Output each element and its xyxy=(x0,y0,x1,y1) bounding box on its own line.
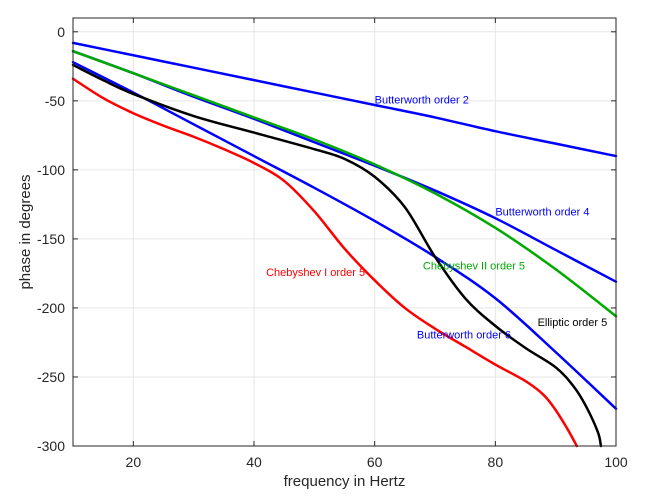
plot-frame xyxy=(72,17,617,447)
series-line-chebyshev-i-order-5 xyxy=(71,77,579,448)
series-line-butterworth-order-2 xyxy=(71,41,618,158)
y-axis-label: phase in degrees xyxy=(17,174,34,289)
plot-area xyxy=(73,18,616,446)
annotation-butterworth-order-6: Butterworth order 6 xyxy=(417,329,511,341)
y-tick-label: -100 xyxy=(37,162,65,178)
series-line-elliptic-order-5 xyxy=(71,63,603,448)
annotation-chebyshev-i-order-5: Chebyshev I order 5 xyxy=(266,267,365,279)
ticks: 20 40 60 80 100 0 -50 -100 -150 -200 -250 -300 xyxy=(37,18,628,470)
series-line-butterworth-order-6 xyxy=(71,60,618,410)
series-line-chebyshev-ii-order-5 xyxy=(71,49,618,318)
annotation-chebyshev-ii-order-5: Chebyshev II order 5 xyxy=(423,260,525,272)
y-tick-label: -200 xyxy=(37,300,65,316)
y-tick-label: -300 xyxy=(37,438,65,454)
y-tick-label: -50 xyxy=(45,93,65,109)
x-tick-label: 40 xyxy=(246,454,262,470)
y-tick-label: -150 xyxy=(37,231,65,247)
x-tick-label: 60 xyxy=(367,454,383,470)
x-tick-label: 80 xyxy=(488,454,504,470)
x-tick-label: 20 xyxy=(126,454,142,470)
y-tick-label: -250 xyxy=(37,369,65,385)
annotation-butterworth-order-4: Butterworth order 4 xyxy=(495,206,589,218)
annotation-elliptic-order-5: Elliptic order 5 xyxy=(538,317,608,329)
annotations: Butterworth order 2 Butterworth order 4 Ch… xyxy=(266,95,607,342)
y-tick-label: 0 xyxy=(57,24,65,40)
x-tick-label: 100 xyxy=(604,454,628,470)
annotation-butterworth-order-2: Butterworth order 2 xyxy=(375,95,469,107)
x-axis-label: frequency in Hertz xyxy=(284,473,406,490)
series-lines xyxy=(71,41,618,448)
grid xyxy=(73,18,617,447)
